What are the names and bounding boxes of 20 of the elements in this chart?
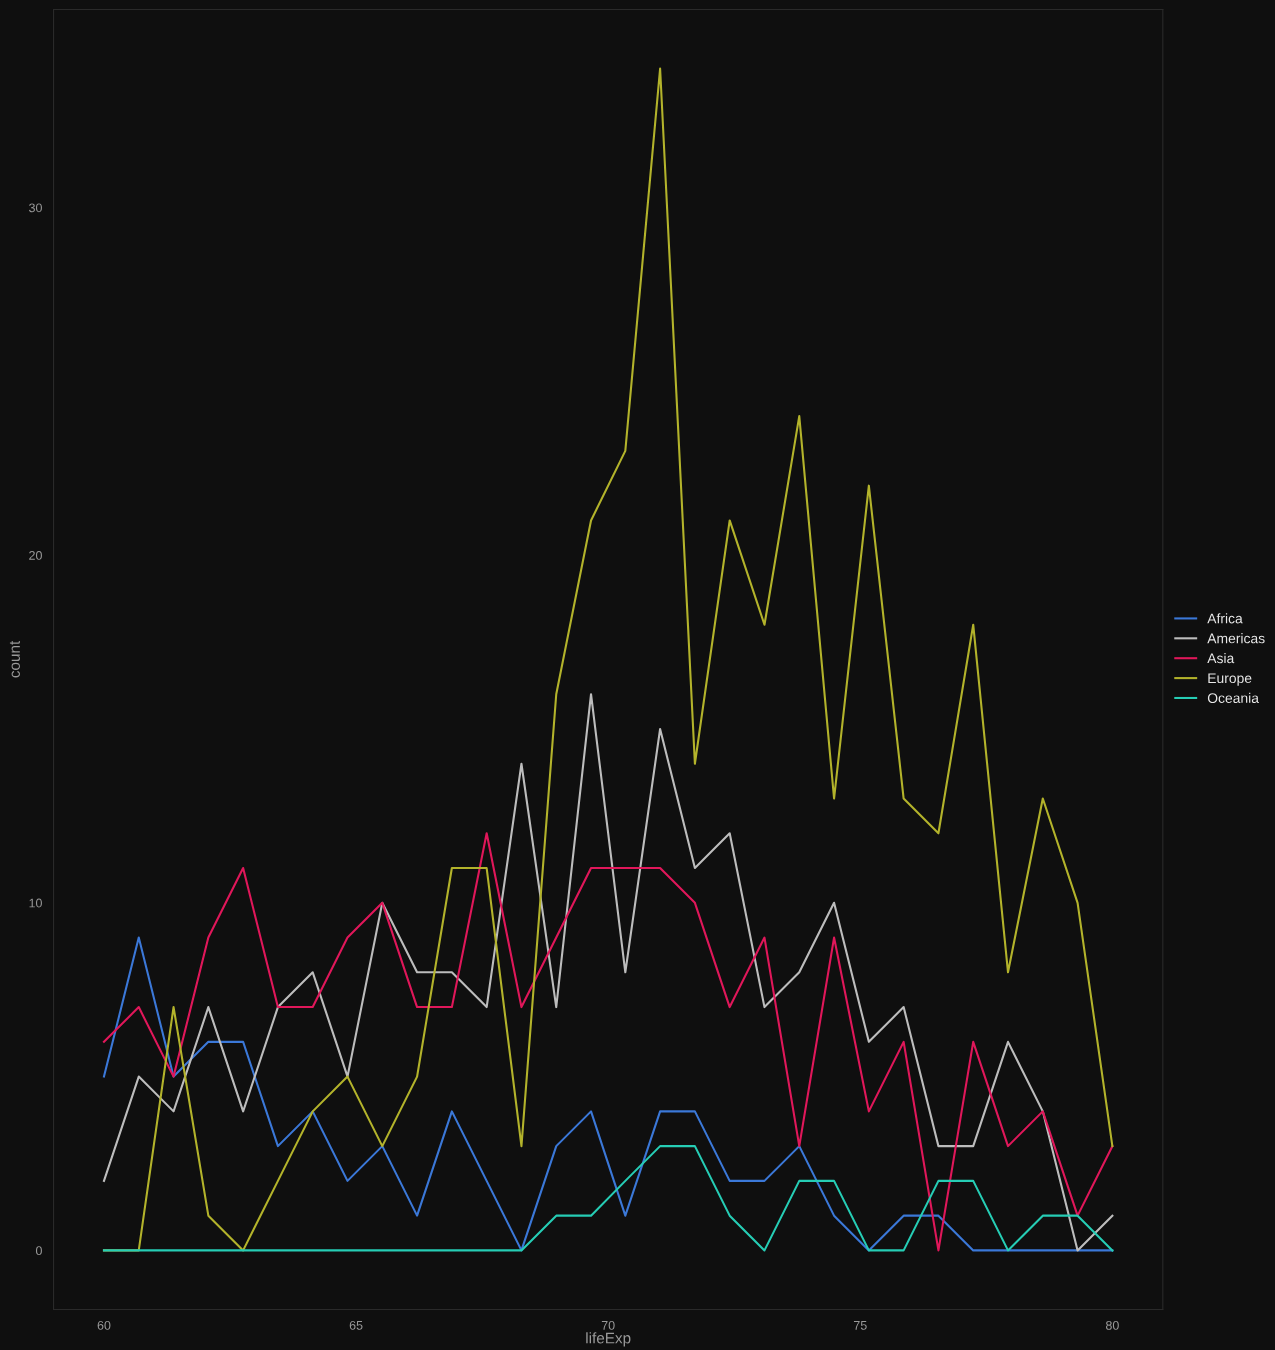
- line-series: [102, 832, 1114, 1252]
- legend-label: Americas: [1207, 633, 1265, 644]
- y-tick-label: 30: [29, 203, 42, 213]
- line-series: [102, 693, 1114, 1252]
- legend-label: Oceania: [1207, 692, 1259, 703]
- line-series: [102, 1145, 1114, 1252]
- legend-label: Europe: [1208, 673, 1252, 686]
- y-tick-label: 0: [35, 1246, 42, 1256]
- x-tick-label: 70: [601, 1320, 615, 1330]
- legend-label: Africa: [1207, 613, 1243, 624]
- x-tick-label: 80: [1105, 1320, 1119, 1330]
- x-tick-label: 75: [853, 1321, 867, 1330]
- y-tick-label: 10: [29, 898, 42, 908]
- x-tick-label: 60: [97, 1320, 111, 1330]
- y-tick-label: 20: [29, 550, 42, 560]
- x-tick-label: 65: [349, 1320, 363, 1330]
- line-series: [102, 936, 1114, 1252]
- y-axis-title: count: [9, 640, 20, 678]
- x-axis-title: lifeExp: [586, 1332, 631, 1347]
- legend-label: Asia: [1207, 653, 1235, 664]
